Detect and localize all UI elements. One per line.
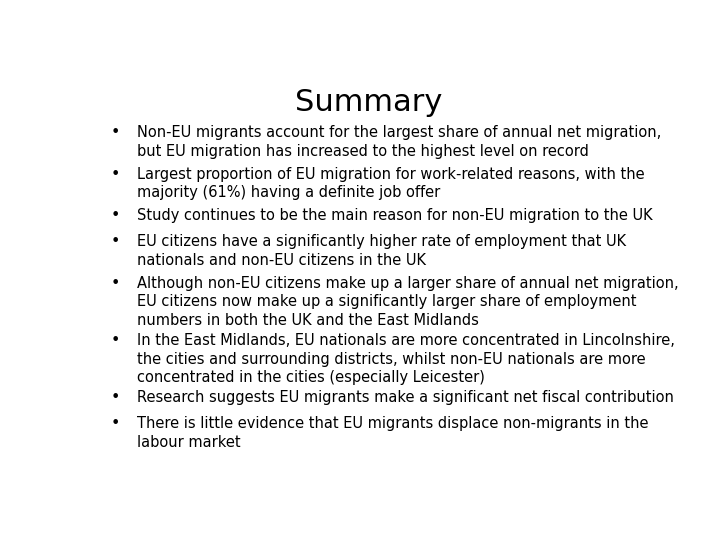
Text: Summary: Summary <box>295 87 443 117</box>
Text: •: • <box>110 390 120 406</box>
Text: •: • <box>110 167 120 181</box>
Text: There is little evidence that EU migrants displace non-migrants in the
labour ma: There is little evidence that EU migrant… <box>138 416 649 450</box>
Text: •: • <box>110 275 120 291</box>
Text: •: • <box>110 416 120 431</box>
Text: In the East Midlands, EU nationals are more concentrated in Lincolnshire,
the ci: In the East Midlands, EU nationals are m… <box>138 333 675 385</box>
Text: •: • <box>110 125 120 140</box>
Text: Although non-EU citizens make up a larger share of annual net migration,
EU citi: Although non-EU citizens make up a large… <box>138 275 679 328</box>
Text: Largest proportion of EU migration for work-related reasons, with the
majority (: Largest proportion of EU migration for w… <box>138 167 645 200</box>
Text: •: • <box>110 234 120 249</box>
Text: Research suggests EU migrants make a significant net fiscal contribution: Research suggests EU migrants make a sig… <box>138 390 675 406</box>
Text: •: • <box>110 208 120 223</box>
Text: EU citizens have a significantly higher rate of employment that UK
nationals and: EU citizens have a significantly higher … <box>138 234 626 268</box>
Text: Non-EU migrants account for the largest share of annual net migration,
but EU mi: Non-EU migrants account for the largest … <box>138 125 662 159</box>
Text: •: • <box>110 333 120 348</box>
Text: Study continues to be the main reason for non-EU migration to the UK: Study continues to be the main reason fo… <box>138 208 653 223</box>
